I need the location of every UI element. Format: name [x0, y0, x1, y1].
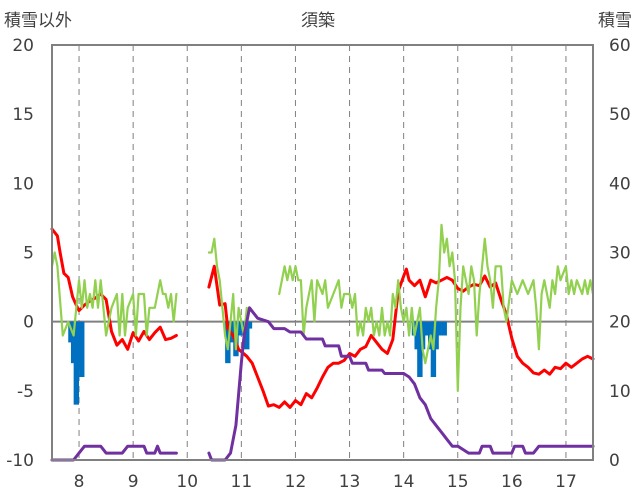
x-tick-9: 17 [555, 472, 577, 492]
x-tick-3: 11 [231, 472, 253, 492]
left-tick-1: 15 [12, 105, 34, 125]
x-tick-0: 8 [74, 472, 85, 492]
left-tick-6: -10 [6, 451, 34, 471]
plot-frame [51, 44, 594, 461]
left-tick-5: -5 [17, 382, 34, 402]
left-tick-4: 0 [23, 313, 34, 333]
snow-depth-line-1 [207, 306, 595, 462]
right-tick-5: 10 [609, 382, 631, 402]
right-tick-4: 20 [609, 313, 631, 333]
temperature-line-0 [50, 227, 178, 351]
right-tick-1: 50 [609, 105, 631, 125]
left-tick-0: 20 [12, 36, 34, 56]
precip-bar-11 [244, 321, 250, 350]
right-axis-label: 積雪 [598, 11, 632, 31]
gridlines [78, 45, 567, 460]
x-tick-4: 12 [285, 472, 307, 492]
x-tick-1: 9 [128, 472, 139, 492]
precip-bar-15 [417, 321, 423, 377]
right-tick-2: 40 [609, 174, 631, 194]
snow-depth-line-0 [50, 444, 178, 462]
precip-bar-1 [70, 321, 77, 364]
wind-line-1 [207, 237, 248, 351]
left-tick-3: 5 [23, 244, 34, 264]
x-tick-labels: 8 9 10 11 12 13 14 15 16 17 [74, 472, 577, 492]
left-tick-2: 10 [12, 174, 34, 194]
right-tick-labels: 60 50 40 30 20 10 0 [609, 36, 631, 471]
precip-bar-7 [230, 321, 236, 343]
precip-bar-20 [433, 321, 439, 350]
precip-bar-22 [441, 321, 447, 336]
precip-bar-3 [76, 321, 82, 364]
precip-bar-4 [79, 321, 85, 377]
left-tick-labels: 20 15 10 5 0 -5 -10 [6, 36, 34, 471]
right-tick-0: 60 [609, 36, 631, 56]
precip-bar-0 [68, 321, 74, 343]
precip-bar-14 [414, 321, 420, 350]
chart-title: 須築 [301, 11, 335, 31]
wind-line-0 [50, 251, 178, 337]
precip-bar-12 [246, 321, 253, 329]
x-tick-5: 13 [339, 472, 361, 492]
left-axis-label: 積雪以外 [4, 11, 72, 31]
precip-bar-17 [422, 321, 428, 336]
x-tick-8: 16 [501, 472, 523, 492]
wind-line-2 [278, 223, 595, 392]
precip-bar-2 [73, 321, 80, 405]
series-lines [50, 223, 595, 462]
x-tick-2: 10 [176, 472, 198, 492]
x-tick-7: 15 [447, 472, 469, 492]
right-tick-6: 0 [609, 451, 620, 471]
x-tick-6: 14 [393, 472, 415, 492]
temperature-line-1 [207, 264, 595, 409]
precip-bar-21 [436, 321, 442, 336]
precip-bar-9 [235, 321, 242, 336]
right-tick-3: 30 [609, 244, 631, 264]
